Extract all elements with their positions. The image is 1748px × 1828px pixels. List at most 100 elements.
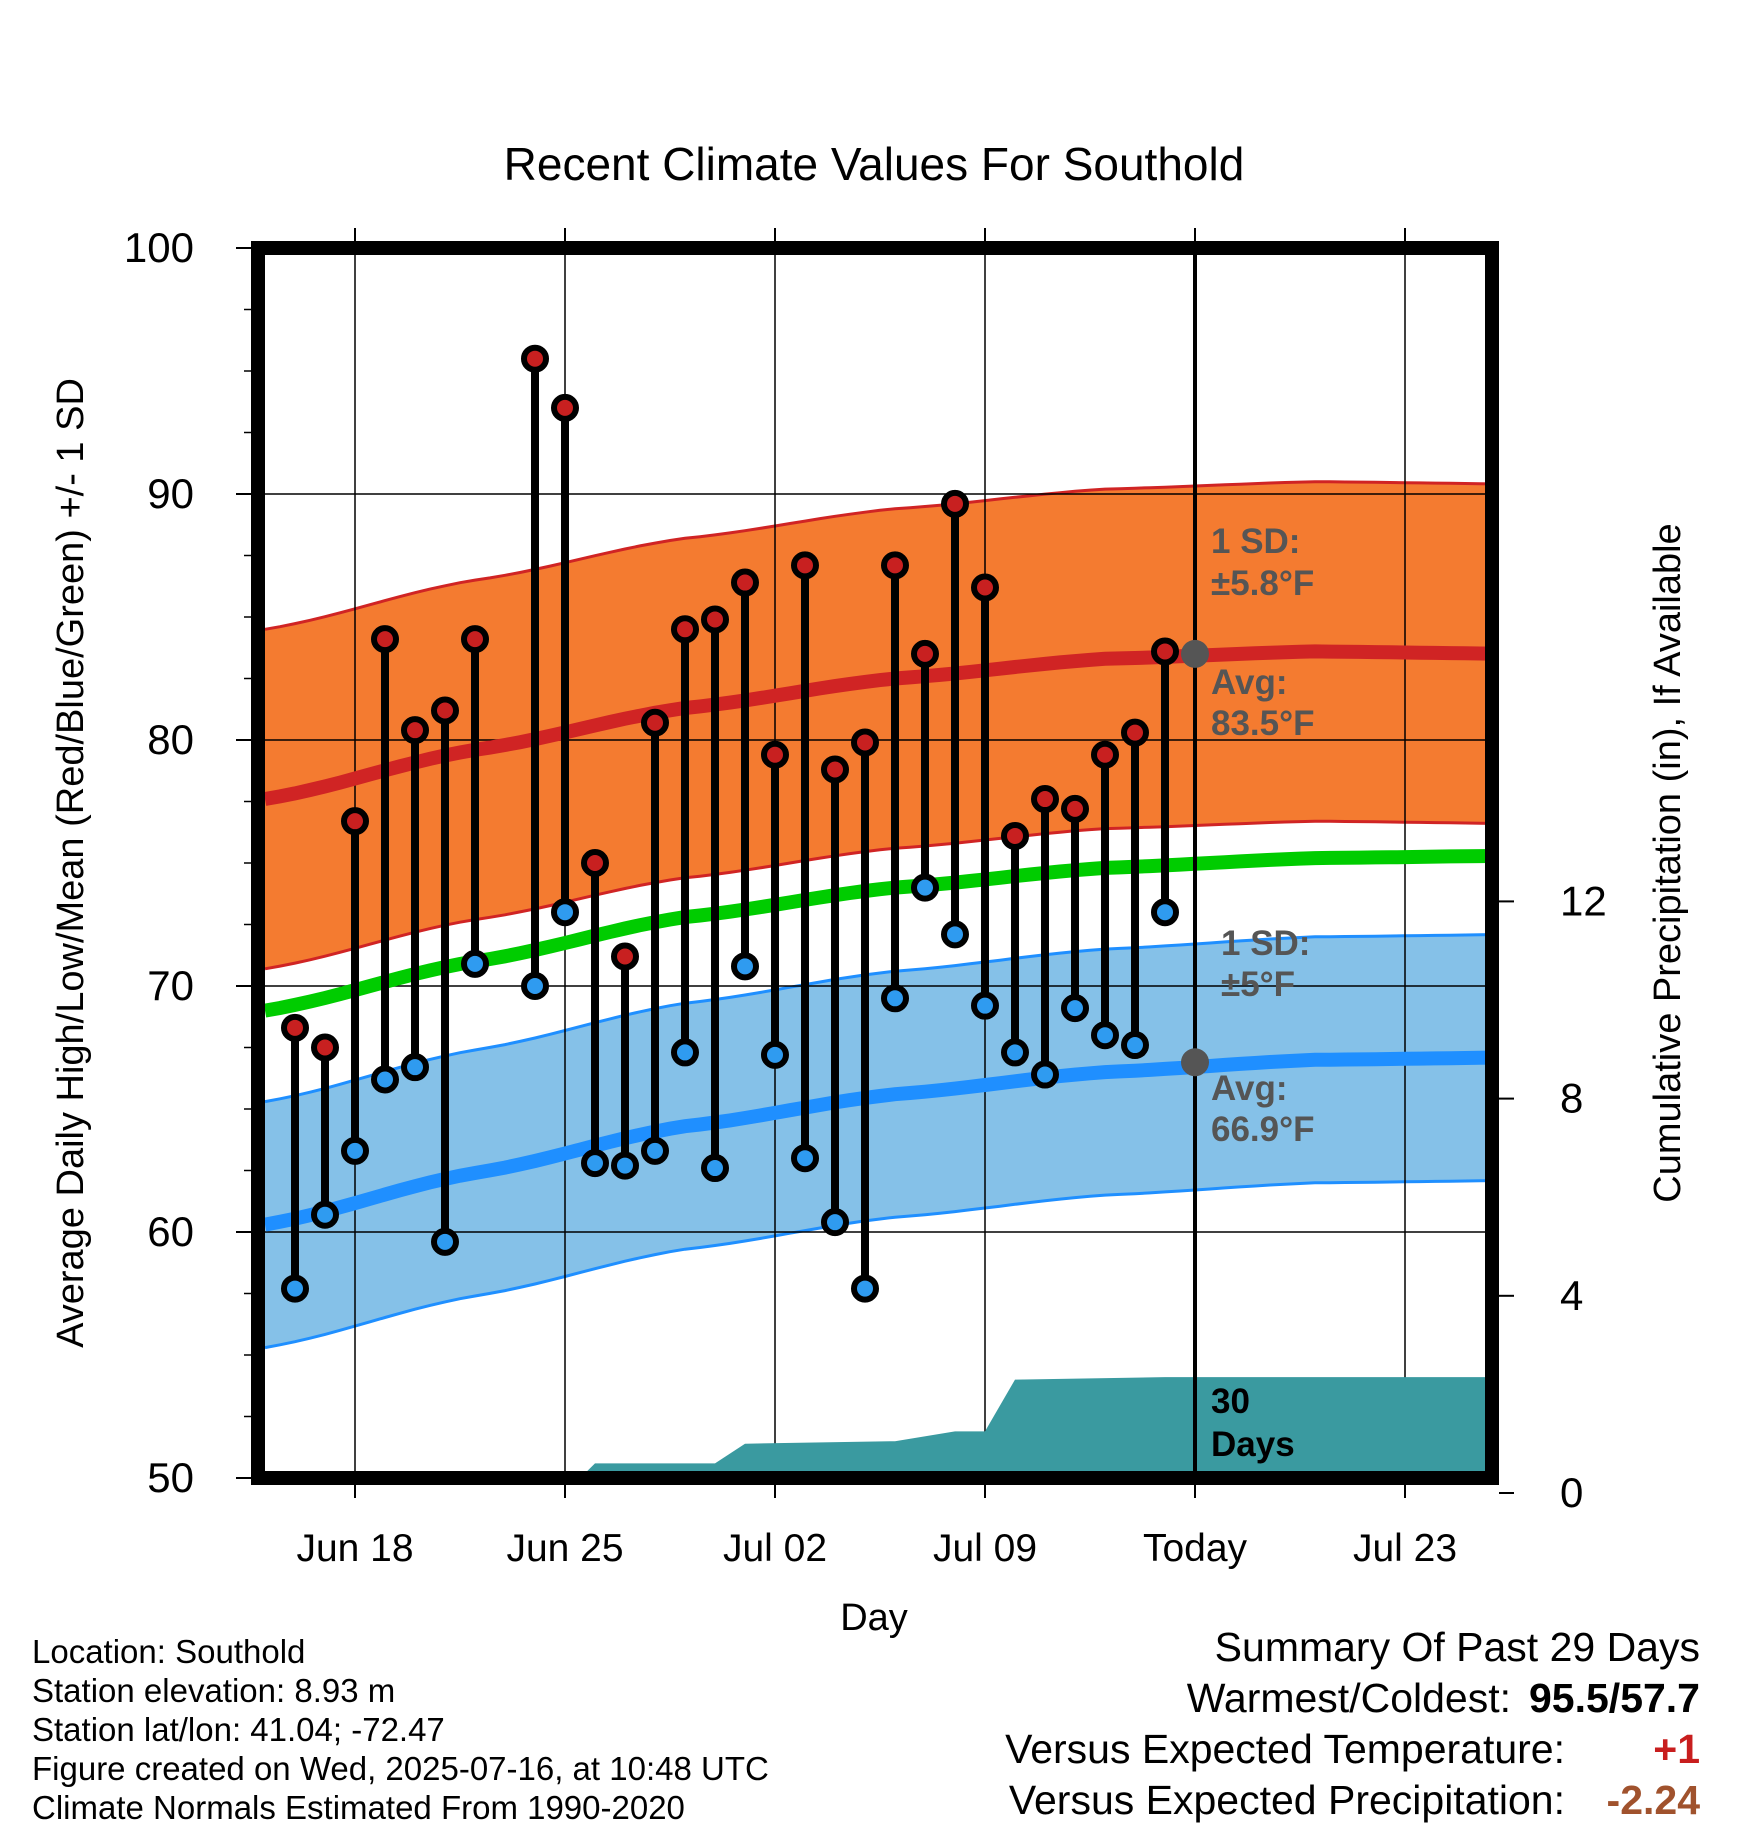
daily-high-point bbox=[401, 716, 429, 745]
precip-days-label: 30 bbox=[1211, 1382, 1250, 1421]
x-tick-jun25: Jun 25 bbox=[506, 1527, 623, 1570]
daily-high-point bbox=[701, 605, 729, 634]
y-tick-label: 50 bbox=[147, 1454, 194, 1501]
daily-low-point bbox=[311, 1200, 339, 1229]
daily-low-point bbox=[671, 1038, 699, 1067]
summary-panel: Summary Of Past 29 Days Warmest/Coldest:… bbox=[1005, 1622, 1700, 1826]
low-band-upper-edge bbox=[264, 933, 1492, 1104]
warm-cold-label: Warmest/Coldest: bbox=[1186, 1675, 1511, 1721]
daily-low-point bbox=[971, 991, 999, 1020]
precip-area bbox=[580, 1377, 1492, 1478]
daily-low-point bbox=[1151, 898, 1179, 927]
high-avg-value: 83.5°F bbox=[1211, 704, 1315, 743]
low-avg-value: 66.9°F bbox=[1211, 1110, 1315, 1149]
temp-label: Versus Expected Temperature: bbox=[1005, 1726, 1565, 1772]
y-axis-label: Average Daily High/Low/Mean (Red/Blue/Gr… bbox=[50, 378, 92, 1348]
daily-low-point bbox=[611, 1151, 639, 1180]
precip-label: Versus Expected Precipitation: bbox=[1008, 1777, 1565, 1823]
x-tick-jul23: Jul 23 bbox=[1353, 1527, 1457, 1570]
y2-tick-label: 4 bbox=[1560, 1272, 1583, 1319]
precip-days-label-2: Days bbox=[1211, 1425, 1295, 1464]
daily-high-point bbox=[731, 568, 759, 597]
daily-high-point bbox=[281, 1013, 309, 1042]
latlon-text: Station lat/lon: 41.04; -72.47 bbox=[32, 1711, 445, 1748]
summary-title: Summary Of Past 29 Days bbox=[1214, 1624, 1700, 1670]
station-info: Location: Southold Station elevation: 8.… bbox=[32, 1632, 852, 1827]
daily-low-point bbox=[461, 949, 489, 978]
x-tick-jul02: Jul 02 bbox=[723, 1527, 827, 1570]
daily-low-point bbox=[371, 1065, 399, 1094]
daily-low-point bbox=[911, 873, 939, 902]
plot-frame bbox=[251, 241, 1499, 1485]
daily-low-point bbox=[431, 1227, 459, 1256]
temp-value: +1 bbox=[1653, 1726, 1700, 1772]
elevation-text: Station elevation: 8.93 m bbox=[32, 1672, 396, 1709]
y2-tick-label: 12 bbox=[1560, 877, 1607, 924]
daily-high-point bbox=[1091, 740, 1119, 769]
y-tick-label: 90 bbox=[147, 470, 194, 517]
y-tick-label: 70 bbox=[147, 962, 194, 1009]
daily-high-point bbox=[641, 708, 669, 737]
low-band-lower-edge bbox=[264, 1179, 1492, 1350]
daily-high-point bbox=[911, 639, 939, 668]
daily-high-point bbox=[761, 740, 789, 769]
daily-high-point bbox=[1151, 637, 1179, 666]
warm-cold-value: 95.5/57.7 bbox=[1529, 1675, 1700, 1721]
daily-low-point bbox=[281, 1274, 309, 1303]
daily-high-point bbox=[341, 807, 369, 836]
daily-low-point bbox=[851, 1274, 879, 1303]
high-sd-label: 1 SD: bbox=[1211, 522, 1300, 561]
daily-low-point bbox=[551, 898, 579, 927]
precip-value: -2.24 bbox=[1606, 1777, 1700, 1823]
x-tick-jun18: Jun 18 bbox=[296, 1527, 413, 1570]
daily-high-point bbox=[581, 849, 609, 877]
daily-high-point bbox=[791, 551, 819, 580]
high-band-upper-edge bbox=[264, 480, 1492, 631]
y2-tick-label: 0 bbox=[1560, 1469, 1583, 1516]
low-sd-band bbox=[265, 934, 1492, 1348]
daily-high-point bbox=[941, 489, 969, 518]
daily-high-point bbox=[671, 615, 699, 644]
daily-low-point bbox=[401, 1053, 429, 1082]
daily-low-point bbox=[881, 984, 909, 1013]
y-tick-label: 100 bbox=[124, 224, 194, 271]
y2-tick-label: 8 bbox=[1560, 1075, 1583, 1122]
normal-low-line bbox=[263, 1050, 1492, 1232]
daily-low-point bbox=[1121, 1031, 1149, 1060]
daily-low-point bbox=[1031, 1060, 1059, 1089]
daily-low-point bbox=[821, 1208, 849, 1237]
daily-low-point bbox=[791, 1144, 819, 1173]
daily-high-point bbox=[1001, 821, 1029, 850]
high-sd-value: ±5.8°F bbox=[1211, 564, 1314, 603]
daily-low-point bbox=[761, 1040, 789, 1069]
low-avg-label: Avg: bbox=[1211, 1069, 1287, 1108]
daily-high-point bbox=[1061, 794, 1089, 823]
daily-high-point bbox=[851, 728, 879, 757]
y-tick-label: 60 bbox=[147, 1208, 194, 1255]
daily-high-point bbox=[611, 942, 639, 971]
daily-observations bbox=[281, 344, 1179, 1303]
daily-low-point bbox=[701, 1154, 729, 1183]
low-sd-label: 1 SD: bbox=[1221, 924, 1310, 963]
high-avg-label: Avg: bbox=[1211, 663, 1287, 702]
created-text: Figure created on Wed, 2025-07-16, at 10… bbox=[32, 1750, 769, 1787]
daily-high-point bbox=[1121, 718, 1149, 747]
temp-row: Versus Expected Temperature: +1 bbox=[1005, 1724, 1700, 1775]
daily-high-point bbox=[521, 344, 549, 373]
daily-low-point bbox=[1091, 1021, 1119, 1050]
x-tick-today: Today bbox=[1143, 1527, 1248, 1570]
axes: Jun 18 Jun 25 Jul 02 Jul 09 Today Jul 23 50 60 7… bbox=[124, 224, 1607, 1570]
precip-area-layer bbox=[580, 1377, 1492, 1478]
daily-high-point bbox=[551, 393, 579, 422]
high-sd-band bbox=[265, 481, 1492, 969]
daily-low-point bbox=[731, 952, 759, 981]
daily-high-point bbox=[821, 755, 849, 784]
daily-high-point bbox=[311, 1033, 339, 1062]
daily-low-point bbox=[521, 972, 549, 1000]
avg-low-marker bbox=[1181, 1048, 1209, 1077]
normal-bands bbox=[264, 480, 1492, 1350]
x-axis-label: Day bbox=[840, 1597, 908, 1639]
low-sd-value: ±5°F bbox=[1221, 965, 1295, 1004]
daily-low-point bbox=[581, 1149, 609, 1178]
